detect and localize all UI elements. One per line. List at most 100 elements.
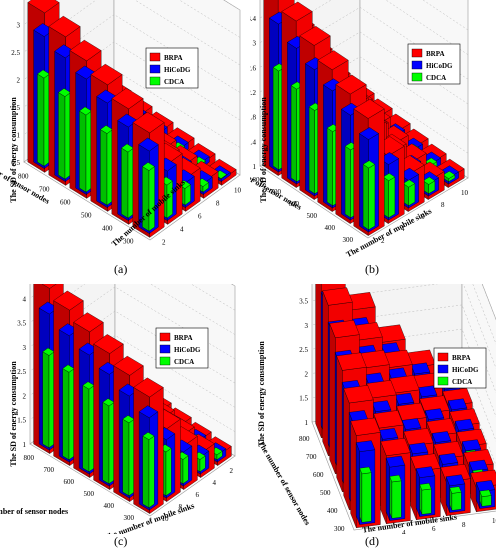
chart-svg: 11.522.533.544.5300400500600700800246810… xyxy=(256,284,496,534)
x-tick-label: 600 xyxy=(313,471,324,479)
z-tick-label: 1 xyxy=(23,441,27,449)
z-tick-label: 2 xyxy=(17,77,21,85)
legend-label: HiCoDG xyxy=(452,366,479,374)
z-tick-label: 1.5 xyxy=(17,417,26,425)
z-tick-label: 3.4 xyxy=(250,15,257,23)
z-tick-label: 2.6 xyxy=(250,64,257,72)
y-tick-label: 4 xyxy=(401,225,405,233)
z-axis-label: The SD of energy consumption xyxy=(9,361,18,467)
z-gridline xyxy=(259,56,469,129)
bar-cdca xyxy=(100,125,113,206)
bar-cdca xyxy=(102,398,115,485)
y-tick-label: 6 xyxy=(432,525,436,533)
y-tick-label: 4 xyxy=(180,226,184,234)
z-gridline xyxy=(23,41,241,121)
legend-swatch xyxy=(437,352,449,362)
legend-swatch xyxy=(149,64,161,74)
z-tick-label: 3 xyxy=(17,22,21,30)
z-tick-label: 1 xyxy=(253,163,257,171)
bar-cdca xyxy=(389,474,402,519)
x-axis-label: The number of sensor nodes xyxy=(0,507,68,516)
legend-swatch xyxy=(411,48,423,58)
bar-cdca xyxy=(42,347,55,449)
z-tick-label: 3.5 xyxy=(11,0,20,2)
z-gridline xyxy=(23,0,241,38)
x-tick-label: 500 xyxy=(81,212,92,220)
z-tick-label: 2.5 xyxy=(299,346,308,354)
legend: BRPA HiCoDG CDCA xyxy=(145,47,199,89)
z-tick-label: 1 xyxy=(17,132,21,140)
legend: BRPA HiCoDG CDCA xyxy=(407,43,461,85)
caption-a: (a) xyxy=(114,262,128,276)
x-tick-label: 700 xyxy=(44,466,55,474)
z-tick-label: 2.2 xyxy=(250,89,257,97)
bar-cdca xyxy=(82,381,95,473)
z-tick-label: 1.4 xyxy=(250,138,257,146)
x-tick-label: 300 xyxy=(123,238,134,246)
chart-panel-c: 11.522.533.544.5300400500600700800108642… xyxy=(0,284,246,534)
legend-label: BRPA xyxy=(174,334,193,342)
y-tick-label: 4 xyxy=(402,529,406,534)
z-axis-label: The SD of energy consumption xyxy=(257,341,266,447)
bar-cdca xyxy=(142,162,155,232)
chart-svg: 0.5 1 1.5 2 2.5 3 3.5 300 400 500 600 700 800 2 4 6 8 10 T… xyxy=(0,0,242,248)
chart-svg: 11.41.82.22.633.443004005006007008002468… xyxy=(250,0,469,259)
x-tick-label: 500 xyxy=(320,489,331,497)
legend-label: HiCoDG xyxy=(426,62,453,70)
bar-cdca xyxy=(79,106,92,193)
x-tick-label: 700 xyxy=(306,453,317,461)
z-tick-label: 2.5 xyxy=(17,368,26,376)
bar-cdca xyxy=(37,69,50,167)
bar-cdca xyxy=(382,173,396,219)
bar-cdca xyxy=(62,364,75,461)
legend-swatch xyxy=(411,60,423,70)
x-tick-label: 400 xyxy=(327,507,338,515)
y-tick-label: 6 xyxy=(421,213,425,221)
bars xyxy=(33,284,232,514)
z-tick-label: 3.5 xyxy=(299,298,308,306)
legend-swatch xyxy=(159,332,171,342)
bar-cdca xyxy=(402,179,416,207)
legend: BRPA HiCoDG CDCA xyxy=(433,347,487,389)
x-tick-label: 500 xyxy=(307,212,318,220)
bar-cdca xyxy=(359,466,372,523)
bars xyxy=(263,0,465,236)
caption-c: (c) xyxy=(114,534,128,548)
legend-label: HiCoDG xyxy=(174,346,201,354)
legend-swatch xyxy=(437,376,449,386)
y-tick-label: 10 xyxy=(461,189,469,197)
y-tick-label: 8 xyxy=(462,521,466,529)
bar-cdca xyxy=(422,176,436,195)
legend-label: CDCA xyxy=(452,378,472,386)
x-tick-label: 400 xyxy=(104,502,115,510)
y-tick-label: 10 xyxy=(234,187,242,195)
legend-swatch xyxy=(437,364,449,374)
x-tick-label: 600 xyxy=(60,199,71,207)
y-tick-label: 2 xyxy=(372,533,376,534)
z-gridline xyxy=(259,7,469,80)
legend-label: BRPA xyxy=(452,354,471,362)
x-tick-label: 400 xyxy=(325,224,336,232)
x-tick-label: 700 xyxy=(271,188,282,196)
z-tick-label: 1.8 xyxy=(250,114,257,122)
bar-cdca xyxy=(449,486,462,511)
y-tick-label: 6 xyxy=(196,491,200,499)
bar-cdca xyxy=(142,432,155,509)
x-tick-label: 500 xyxy=(84,490,95,498)
x-tick-label: 300 xyxy=(334,525,345,533)
bar-cdca xyxy=(479,489,492,507)
y-tick-label: 8 xyxy=(216,200,220,208)
y-tick-label: 6 xyxy=(198,213,202,221)
legend-label: BRPA xyxy=(164,54,183,62)
z-tick-label: 3 xyxy=(253,40,257,48)
y-tick-label: 10 xyxy=(162,515,170,523)
legend-label: BRPA xyxy=(426,50,445,58)
y-tick-label: 8 xyxy=(179,503,183,511)
y-tick-label: 2 xyxy=(162,239,166,247)
x-tick-label: 600 xyxy=(64,478,75,486)
legend-label: CDCA xyxy=(164,78,184,86)
z-tick-label: 2 xyxy=(23,392,27,400)
x-tick-label: 600 xyxy=(289,200,300,208)
y-tick-label: 10 xyxy=(492,517,496,525)
